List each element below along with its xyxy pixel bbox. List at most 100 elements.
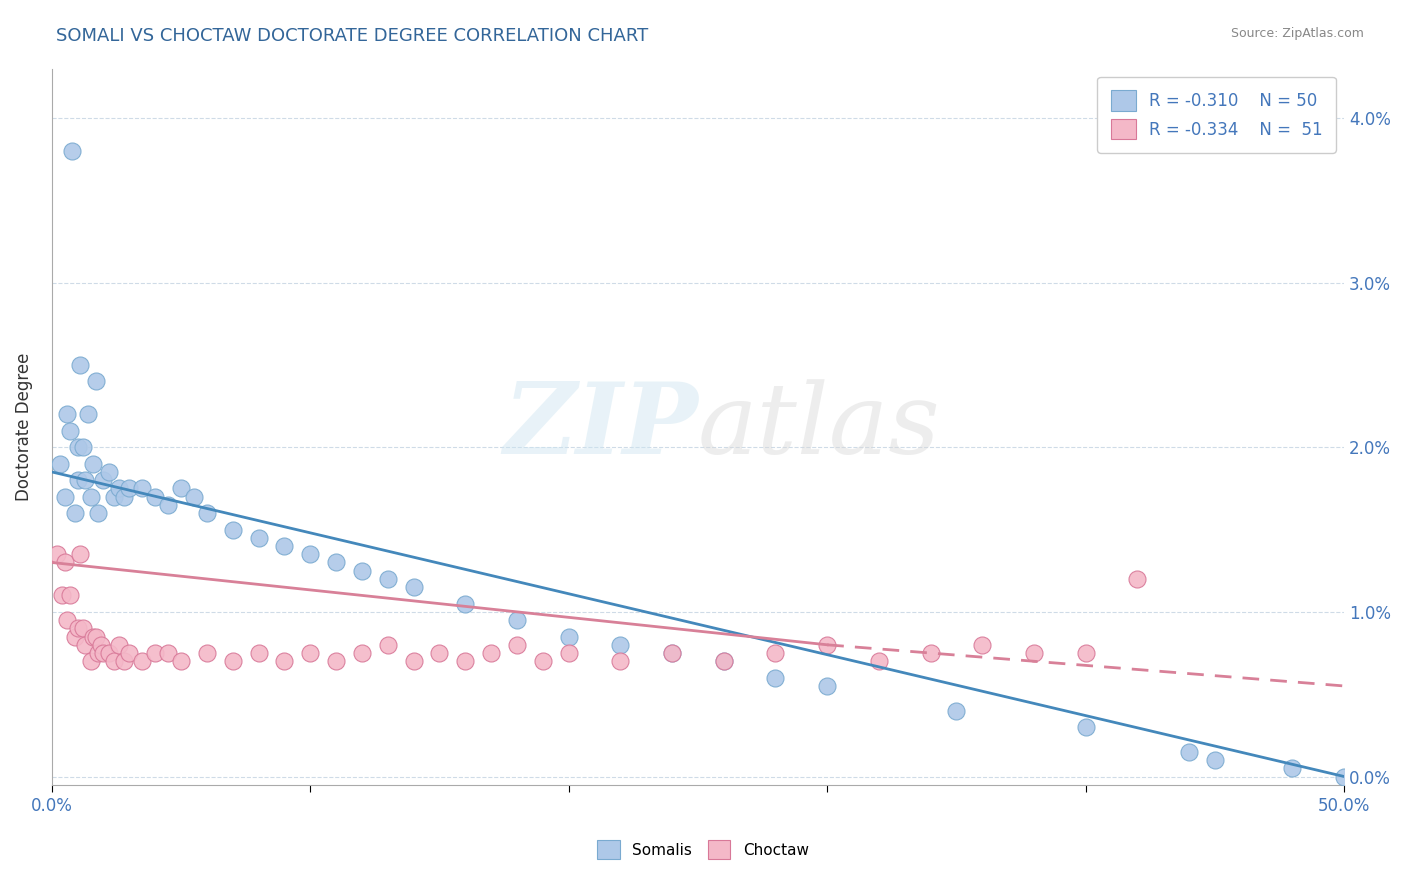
Point (273, 654, 295, 668)
Point (131, 482, 153, 496)
Point (765, 646, 787, 660)
Point (299, 646, 322, 660)
Point (713, 654, 735, 668)
Point (609, 638, 631, 652)
Point (1178, 745, 1201, 759)
Point (221, 654, 243, 668)
Point (79, 490, 101, 504)
Text: ZIP: ZIP (503, 378, 697, 475)
Point (63, 630, 86, 644)
Point (815, 679, 838, 693)
Y-axis label: Doctorate Degree: Doctorate Degree (15, 352, 32, 500)
Point (402, 654, 425, 668)
Point (87, 646, 110, 660)
Point (62, 144, 84, 158)
Point (350, 646, 373, 660)
Point (609, 654, 631, 668)
Text: Source: ZipAtlas.com: Source: ZipAtlas.com (1230, 27, 1364, 40)
Point (299, 547, 322, 561)
Point (82, 457, 104, 471)
Point (93, 473, 115, 487)
Point (56, 613, 79, 627)
Point (506, 613, 529, 627)
Point (53, 556, 76, 570)
Point (97, 646, 120, 660)
Point (350, 564, 373, 578)
Point (661, 646, 683, 660)
Point (108, 638, 131, 652)
Point (661, 646, 683, 660)
Point (454, 654, 477, 668)
Point (531, 654, 554, 668)
Point (920, 646, 942, 660)
Point (157, 646, 180, 660)
Point (69, 358, 91, 372)
Point (377, 572, 399, 586)
Point (63, 506, 86, 520)
Point (45, 547, 67, 561)
Point (183, 490, 205, 504)
Text: atlas: atlas (697, 379, 941, 475)
Point (454, 597, 477, 611)
Point (429, 646, 451, 660)
Point (93, 646, 115, 660)
Point (815, 638, 838, 652)
Point (59, 424, 82, 438)
Point (75, 638, 97, 652)
Point (48, 457, 70, 471)
Point (1022, 646, 1045, 660)
Point (157, 498, 180, 512)
Point (247, 531, 270, 545)
Point (1281, 761, 1303, 775)
Legend: R = -0.310    N = 50, R = -0.334    N =  51: R = -0.310 N = 50, R = -0.334 N = 51 (1097, 77, 1336, 153)
Point (56, 407, 79, 421)
Point (557, 630, 579, 644)
Point (972, 638, 994, 652)
Point (51, 588, 73, 602)
Point (79, 654, 101, 668)
Point (84, 630, 107, 644)
Point (118, 646, 141, 660)
Point (77, 407, 100, 421)
Point (66, 440, 89, 454)
Point (103, 490, 125, 504)
Point (945, 704, 967, 718)
Point (72, 621, 94, 635)
Point (112, 490, 135, 504)
Point (112, 654, 135, 668)
Point (66, 473, 89, 487)
Point (557, 646, 579, 660)
Legend: Somalis, Choctaw: Somalis, Choctaw (589, 832, 817, 866)
Point (506, 638, 529, 652)
Point (273, 539, 295, 553)
Point (97, 465, 120, 479)
Point (59, 588, 82, 602)
Point (1074, 720, 1097, 734)
Point (84, 375, 107, 389)
Point (82, 630, 104, 644)
Point (118, 482, 141, 496)
Point (325, 556, 347, 570)
Point (75, 473, 97, 487)
Point (143, 490, 166, 504)
Point (66, 621, 89, 635)
Point (195, 506, 218, 520)
Point (170, 654, 193, 668)
Point (108, 482, 131, 496)
Point (479, 646, 502, 660)
Point (53, 490, 76, 504)
Point (713, 654, 735, 668)
Point (402, 580, 425, 594)
Point (1074, 646, 1097, 660)
Point (170, 482, 193, 496)
Point (1333, 770, 1355, 784)
Point (195, 646, 218, 660)
Point (325, 654, 347, 668)
Point (868, 654, 890, 668)
Point (72, 440, 94, 454)
Point (131, 654, 153, 668)
Point (103, 654, 125, 668)
Point (1204, 753, 1226, 767)
Point (143, 646, 166, 660)
Point (247, 646, 270, 660)
